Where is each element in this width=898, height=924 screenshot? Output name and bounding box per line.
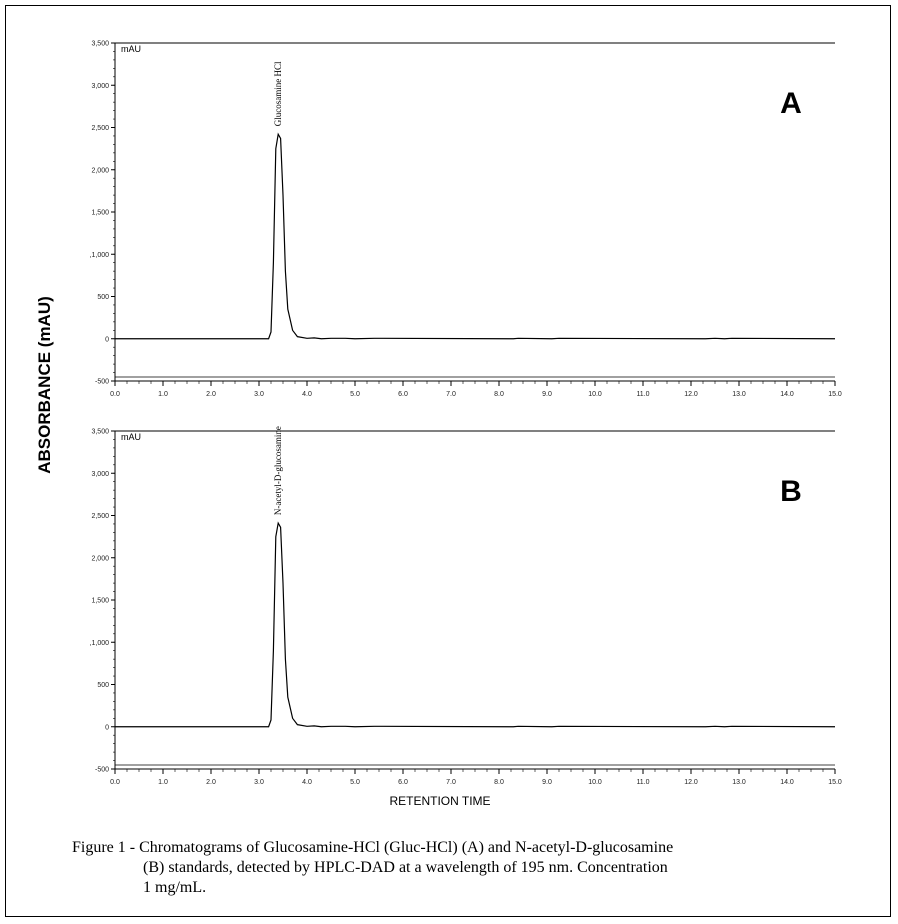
x-tick-label: 5.0 bbox=[350, 391, 360, 398]
unit-label: mAU bbox=[121, 432, 141, 442]
caption-line: Figure 1 - Chromatograms of Glucosamine-… bbox=[72, 839, 674, 856]
y-tick-label: 1,500 bbox=[91, 598, 109, 605]
x-tick-label: 12.0 bbox=[684, 779, 698, 786]
x-tick-label: 10.0 bbox=[588, 779, 602, 786]
chromatogram-trace bbox=[115, 521, 836, 728]
x-tick-label: 15.0 bbox=[828, 391, 842, 398]
x-tick-label: 5.0 bbox=[350, 779, 360, 786]
x-tick-label: 14.0 bbox=[780, 391, 794, 398]
y-tick-label: ,1,000 bbox=[90, 252, 110, 259]
y-tick-label: ,1,000 bbox=[90, 640, 110, 647]
x-tick-label: 9.0 bbox=[542, 391, 552, 398]
x-tick-label: 3.0 bbox=[254, 391, 264, 398]
x-tick-label: 7.0 bbox=[446, 391, 456, 398]
panel-letter: A bbox=[780, 87, 802, 120]
x-tick-label: 6.0 bbox=[398, 779, 408, 786]
x-tick-label: 6.0 bbox=[398, 391, 408, 398]
x-tick-label: 1.0 bbox=[158, 779, 168, 786]
x-tick-label: 13.0 bbox=[732, 779, 746, 786]
y-tick-label: 3,000 bbox=[91, 83, 109, 90]
x-tick-label: 0.0 bbox=[110, 391, 120, 398]
x-tick-label: 15.0 bbox=[828, 779, 842, 786]
x-tick-label: 12.0 bbox=[684, 391, 698, 398]
y-tick-label: 0 bbox=[105, 724, 109, 731]
x-tick-label: 2.0 bbox=[206, 391, 216, 398]
peak-label: N-acetyl-D-glucosamine bbox=[273, 426, 283, 515]
x-tick-label: 4.0 bbox=[302, 391, 312, 398]
chromatogram-trace bbox=[115, 132, 836, 340]
unit-label: mAU bbox=[121, 44, 141, 54]
x-tick-label: 2.0 bbox=[206, 779, 216, 786]
figure-frame bbox=[5, 5, 891, 917]
x-tick-label: 3.0 bbox=[254, 779, 264, 786]
peak-label: Glucosamine HCl bbox=[273, 61, 283, 126]
caption-line: (B) standards, detected by HPLC-DAD at a… bbox=[143, 859, 668, 876]
x-tick-label: 4.0 bbox=[302, 779, 312, 786]
caption-line: 1 mg/mL. bbox=[143, 879, 207, 896]
x-tick-label: 9.0 bbox=[542, 779, 552, 786]
y-tick-label: 3,500 bbox=[91, 41, 109, 48]
x-tick-label: 10.0 bbox=[588, 391, 602, 398]
x-tick-label: 11.0 bbox=[636, 391, 649, 398]
y-tick-label: 0 bbox=[105, 336, 109, 343]
x-tick-label: 0.0 bbox=[110, 779, 120, 786]
x-tick-label: 11.0 bbox=[636, 779, 649, 786]
y-axis-title: ABSORBANCE (mAU) bbox=[35, 296, 54, 474]
x-tick-label: 1.0 bbox=[158, 391, 168, 398]
y-tick-label: -500 bbox=[95, 379, 109, 386]
x-axis-title: RETENTION TIME bbox=[389, 794, 490, 808]
x-tick-label: 7.0 bbox=[446, 779, 456, 786]
y-tick-label: 2,500 bbox=[91, 125, 109, 132]
chart-panel-b: -500 0 500 ,1,000 1,500 2,000 2,500 3,000 3,500 0… bbox=[90, 426, 842, 786]
y-tick-label: 500 bbox=[97, 682, 109, 689]
panel-letter: B bbox=[780, 475, 802, 508]
y-tick-label: 1,500 bbox=[91, 210, 109, 217]
x-tick-label: 8.0 bbox=[494, 391, 504, 398]
y-tick-label: -500 bbox=[95, 767, 109, 774]
x-tick-label: 14.0 bbox=[780, 779, 794, 786]
y-tick-label: 2,000 bbox=[91, 555, 109, 562]
figure-caption: Figure 1 - Chromatograms of Glucosamine-… bbox=[72, 838, 862, 898]
y-tick-label: 2,000 bbox=[91, 167, 109, 174]
chart-panel-a: -500 0 500 ,1,000 1,500 2,000 2,500 3,000 3,500 0… bbox=[90, 41, 842, 399]
y-tick-label: 500 bbox=[97, 294, 109, 301]
y-tick-label: 3,000 bbox=[91, 471, 109, 478]
x-tick-label: 8.0 bbox=[494, 779, 504, 786]
y-tick-label: 3,500 bbox=[91, 429, 109, 436]
x-tick-label: 13.0 bbox=[732, 391, 746, 398]
y-tick-label: 2,500 bbox=[91, 513, 109, 520]
